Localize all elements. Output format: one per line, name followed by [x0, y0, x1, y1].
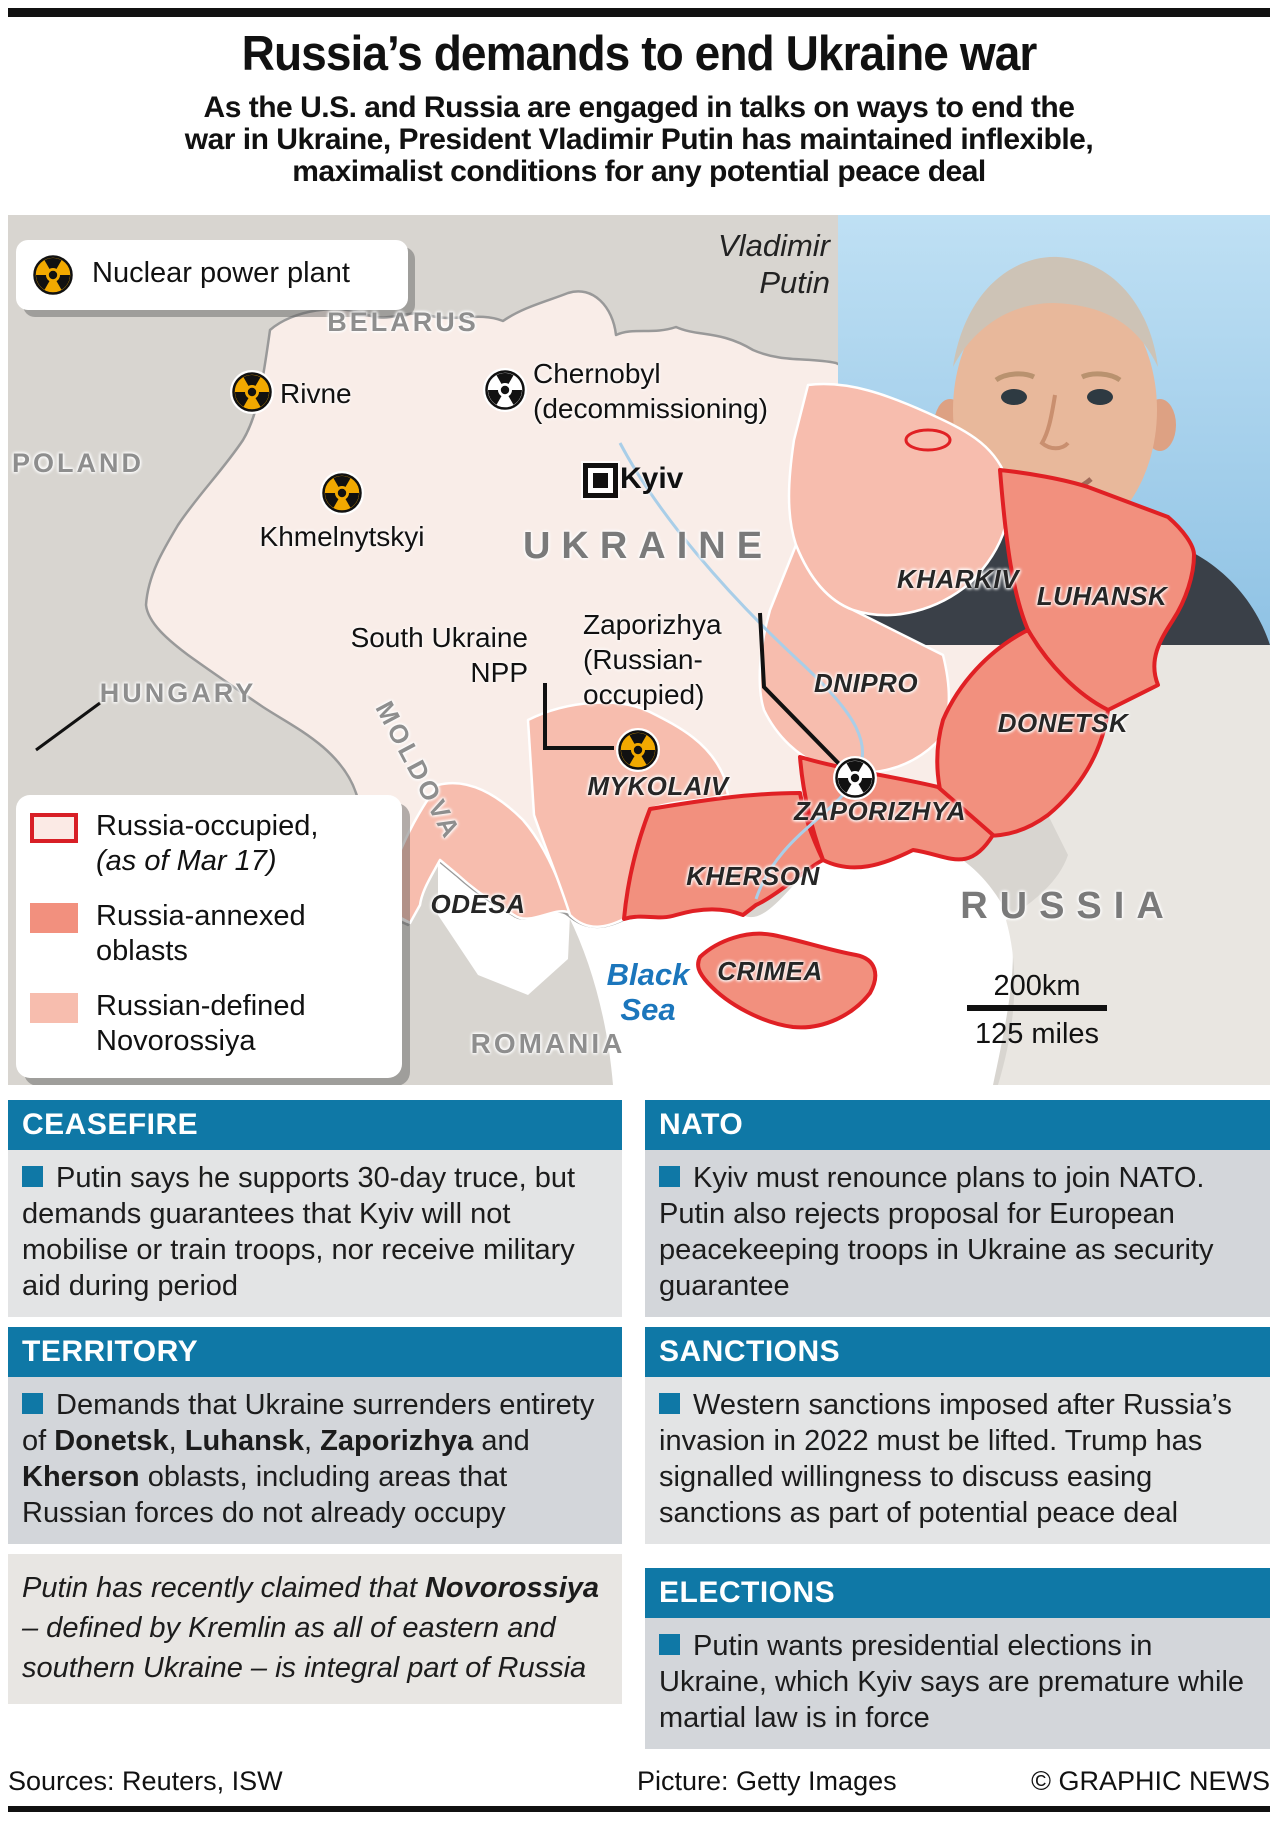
- scale-bar: [967, 1005, 1107, 1011]
- ukraine-map: Nuclear power plant Vladimir Putin POLAND…: [8, 215, 1270, 1085]
- section-header-nato: NATO: [645, 1100, 1270, 1150]
- bullet-square: [659, 1166, 680, 1187]
- npp-label-rivne: Rivne: [280, 377, 352, 409]
- bullet-square: [659, 1393, 680, 1414]
- radiation-icon-chernobyl: [482, 367, 528, 413]
- legend-swatch-annexed: [30, 903, 78, 933]
- country-label-ukraine: UKRAINE: [522, 525, 774, 567]
- novorossiya-note: Putin has recently claimed that Novoross…: [8, 1554, 622, 1704]
- bottom-rule: [8, 1806, 1270, 1812]
- country-label-hungary: HUNGARY: [99, 678, 257, 708]
- putin-caption: Vladimir Putin: [718, 228, 830, 300]
- country-label-poland: POLAND: [12, 448, 144, 478]
- section-body-nato: Kyiv must renounce plans to join NATO. P…: [645, 1150, 1270, 1317]
- section-body-sanctions: Western sanctions imposed after Russia’s…: [645, 1377, 1270, 1544]
- section-header-sanctions: SANCTIONS: [645, 1327, 1270, 1377]
- oblast-label-kherson: KHERSON: [686, 861, 820, 891]
- oblast-label-donetsk: DONETSK: [997, 708, 1129, 738]
- country-label-russia: RUSSIA: [960, 885, 1176, 927]
- section-body-elections: Putin wants presidential elections in Uk…: [645, 1618, 1270, 1749]
- legend-swatch-occupied: [30, 813, 78, 843]
- radiation-icon-khmelnytskyi: [319, 470, 365, 516]
- footer-picture-credit: Picture: Getty Images: [637, 1766, 897, 1796]
- capital-icon: [588, 468, 613, 493]
- section-header-territory: TERRITORY: [8, 1327, 622, 1377]
- oblast-label-dnipro: DNIPRO: [813, 668, 919, 698]
- oblast-label-zaporizhya: ZAPORIZHYA: [793, 796, 967, 826]
- legend-swatch-novorossiya: [30, 993, 78, 1023]
- page-title: Russia’s demands to end Ukraine war: [241, 27, 1038, 81]
- country-label-romania: ROMANIA: [470, 1028, 626, 1059]
- oblast-label-luhansk: LUHANSK: [1036, 581, 1168, 611]
- radiation-icon-rivne: [229, 369, 275, 415]
- scale-km-label: 200km: [993, 970, 1081, 1002]
- zaporizhya-callout-line: [758, 612, 848, 773]
- bullet-square: [22, 1166, 43, 1187]
- legend-text-novorossiya: Russian-defined Novorossiya: [96, 990, 306, 1057]
- hungary-leader-line: [35, 701, 101, 752]
- bullet-square: [22, 1393, 43, 1414]
- page-subtitle: As the U.S. and Russia are engaged in ta…: [184, 91, 1094, 188]
- black-sea-label: Black Sea: [606, 957, 690, 1027]
- npp-label-chernobyl: Chernobyl (decommissioning): [533, 358, 768, 424]
- radiation-icon-south-ukraine-npp: [615, 727, 661, 773]
- bullet-square: [659, 1634, 680, 1655]
- nuclear-legend-box: Nuclear power plant: [16, 240, 408, 310]
- footer-sources: Sources: Reuters, ISW: [8, 1766, 283, 1796]
- legend-text-occupied: Russia-occupied, (as of Mar 17): [96, 810, 319, 877]
- section-body-ceasefire: Putin says he supports 30-day truce, but…: [8, 1150, 622, 1317]
- oblast-label-odesa: ODESA: [430, 889, 526, 919]
- oblast-label-crimea: CRIMEA: [717, 956, 823, 986]
- section-header-elections: ELECTIONS: [645, 1568, 1270, 1618]
- oblast-label-mykolaiv: MYKOLAIV: [587, 771, 729, 801]
- npp-label-zaporizhya-npp: Zaporizhya (Russian-occupied): [583, 609, 722, 710]
- country-label-belarus: BELARUS: [327, 307, 479, 337]
- map-legend-box: Russia-occupied, (as of Mar 17) Russia-ann…: [16, 795, 402, 1078]
- oblast-label-kharkiv: KHARKIV: [897, 564, 1019, 594]
- south-ukraine-callout-line: [543, 683, 614, 750]
- scale-miles-label: 125 miles: [974, 1018, 1100, 1050]
- legend-text-annexed: Russia-annexed oblasts: [96, 900, 306, 967]
- radiation-icon: [31, 253, 75, 297]
- section-header-ceasefire: CEASEFIRE: [8, 1100, 622, 1150]
- npp-label-south-ukraine-npp: South Ukraine NPP: [350, 622, 528, 688]
- section-body-territory: Demands that Ukraine surrenders entirety…: [8, 1377, 622, 1544]
- top-rule: [8, 8, 1270, 17]
- npp-label-khmelnytskyi: Khmelnytskyi: [259, 521, 425, 552]
- capital-label: Kyiv: [620, 462, 684, 495]
- radiation-icon-zaporizhya-npp: [832, 755, 878, 801]
- nuclear-legend-label: Nuclear power plant: [92, 257, 350, 289]
- footer-brand-credit: © GRAPHIC NEWS: [1031, 1766, 1270, 1796]
